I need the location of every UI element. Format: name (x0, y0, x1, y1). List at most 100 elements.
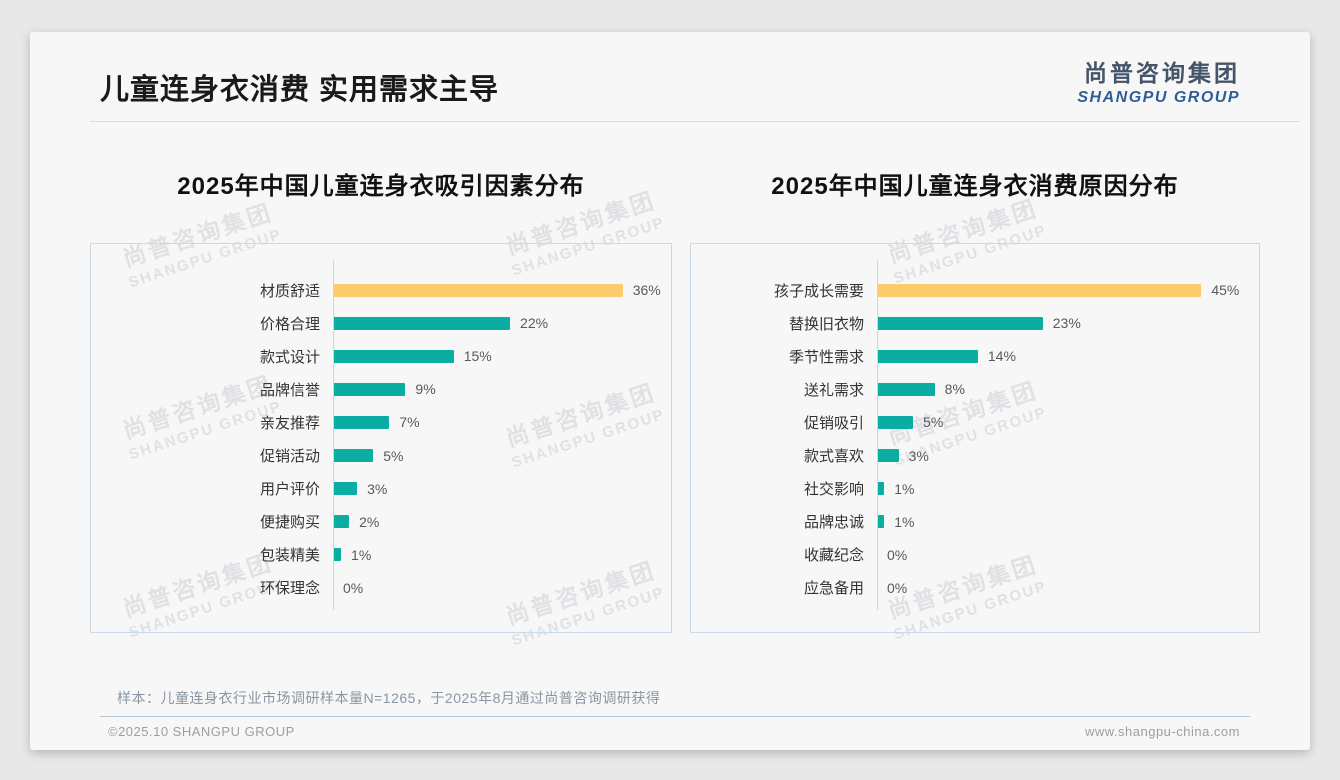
category-label: 品牌信誉 (259, 381, 320, 399)
y-axis-line (877, 260, 878, 610)
value-label: 45% (1211, 282, 1240, 298)
value-label: 3% (908, 447, 929, 464)
chart-row: 促销吸引 5% (691, 412, 1259, 432)
value-label: 15% (463, 348, 492, 365)
bar (877, 415, 914, 429)
value-label: 5% (923, 414, 944, 431)
chart-row: 品牌忠诚 1% (691, 512, 1259, 532)
value-label: 9% (415, 381, 436, 398)
logo-en-text: SHANGPU GROUP (1077, 88, 1240, 106)
bar (877, 482, 885, 496)
bar-area: 9% (333, 379, 671, 399)
value-label: 22% (520, 315, 549, 332)
bar (333, 415, 390, 429)
category-label: 替换旧衣物 (788, 315, 864, 333)
bar-area: 5% (333, 446, 671, 466)
chart-title-left: 2025年中国儿童连身衣吸引因素分布 (177, 173, 585, 200)
bar-area: 0% (333, 578, 671, 598)
page-title: 儿童连身衣消费 实用需求主导 (100, 74, 500, 106)
category-label: 价格合理 (259, 315, 320, 333)
category-label: 用户评价 (259, 481, 320, 499)
category-label: 环保理念 (259, 580, 320, 598)
bar-area: 5% (877, 412, 1259, 432)
bar-area: 1% (333, 545, 671, 565)
chart-panel-left: 材质舒适 36% 价格合理 22% 款式设计 15% 品牌信誉 9% 亲友推荐 7% 促销活动 5% 用… (90, 243, 672, 633)
bar-area: 14% (877, 346, 1259, 366)
chart-row: 用户评价 3% (91, 479, 671, 499)
y-axis-line (333, 260, 334, 610)
bar (877, 515, 885, 529)
value-label: 2% (359, 513, 380, 530)
bar (877, 283, 1202, 297)
value-label: 0% (343, 579, 364, 596)
bar (333, 349, 454, 363)
value-label: 1% (894, 513, 915, 530)
website-url: www.shangpu-china.com (1084, 724, 1240, 739)
sample-note: 样本：儿童连身衣行业市场调研样本量N=1265，于2025年8月通过尚普咨询调研… (117, 690, 661, 706)
value-label: 0% (887, 546, 908, 563)
category-label: 社交影响 (803, 481, 864, 499)
category-label: 亲友推荐 (259, 414, 320, 432)
bar-area: 3% (333, 479, 671, 499)
bar (333, 316, 511, 330)
category-label: 促销活动 (259, 448, 320, 466)
chart-row: 季节性需求 14% (691, 346, 1259, 366)
footer-divider (100, 716, 1250, 717)
header-divider (90, 121, 1300, 122)
bar-area: 23% (877, 313, 1259, 333)
bar (877, 316, 1043, 330)
value-label: 5% (383, 447, 404, 464)
bar-area: 36% (333, 280, 671, 300)
page-footer: ©2025.10 SHANGPU GROUP www.shangpu-china… (108, 724, 1240, 739)
chart-row: 替换旧衣物 23% (691, 313, 1259, 333)
bar (333, 482, 358, 496)
category-label: 品牌忠诚 (803, 514, 864, 532)
bar-area: 0% (877, 578, 1259, 598)
copyright-text: ©2025.10 SHANGPU GROUP (108, 724, 295, 739)
bar (333, 548, 342, 562)
bar (877, 449, 899, 463)
category-label: 孩子成长需要 (773, 282, 864, 300)
chart-row: 促销活动 5% (91, 446, 671, 466)
bar-area: 0% (877, 545, 1259, 565)
chart-row: 便捷购买 2% (91, 512, 671, 532)
category-label: 应急备用 (803, 580, 864, 598)
category-label: 便捷购买 (259, 514, 320, 532)
slide-card: 尚普咨询集团 SHANGPU GROUP 尚普咨询集团 SHANGPU GROUP 尚普… (30, 32, 1310, 750)
chart-row: 应急备用 0% (691, 578, 1259, 598)
category-label: 款式设计 (259, 348, 320, 366)
chart-row: 环保理念 0% (91, 578, 671, 598)
bar (333, 283, 623, 297)
chart-row: 社交影响 1% (691, 479, 1259, 499)
bar-area: 45% (877, 280, 1259, 300)
bar (877, 382, 935, 396)
bar (877, 349, 978, 363)
company-logo: 尚普咨询集团 SHANGPU GROUP (1077, 60, 1240, 107)
chart-row: 款式喜欢 3% (691, 446, 1259, 466)
value-label: 7% (399, 414, 420, 431)
value-label: 1% (351, 546, 372, 563)
category-label: 促销吸引 (803, 414, 864, 432)
bar (333, 449, 374, 463)
bar-area: 2% (333, 512, 671, 532)
category-label: 包装精美 (259, 547, 320, 565)
category-label: 材质舒适 (259, 282, 320, 300)
category-label: 收藏纪念 (803, 547, 864, 565)
chart-panel-right: 孩子成长需要 45% 替换旧衣物 23% 季节性需求 14% 送礼需求 8% 促销吸引 5% 款式喜… (690, 243, 1260, 633)
chart-row: 孩子成长需要 45% (691, 280, 1259, 300)
chart-section-right: 2025年中国儿童连身衣消费原因分布 孩子成长需要 45% 替换旧衣物 23% 季节性需… (690, 122, 1260, 633)
value-label: 14% (987, 348, 1016, 365)
category-label: 款式喜欢 (803, 448, 864, 466)
bar-area: 7% (333, 412, 671, 432)
bar-area: 15% (333, 346, 671, 366)
chart-row: 价格合理 22% (91, 313, 671, 333)
chart-row: 款式设计 15% (91, 346, 671, 366)
value-label: 1% (894, 480, 915, 497)
chart-row: 包装精美 1% (91, 545, 671, 565)
value-label: 23% (1052, 315, 1081, 332)
bar-area: 1% (877, 479, 1259, 499)
chart-row: 品牌信誉 9% (91, 379, 671, 399)
logo-cn-text: 尚普咨询集团 (1084, 60, 1240, 86)
category-label: 季节性需求 (788, 348, 864, 366)
value-label: 36% (632, 282, 661, 298)
